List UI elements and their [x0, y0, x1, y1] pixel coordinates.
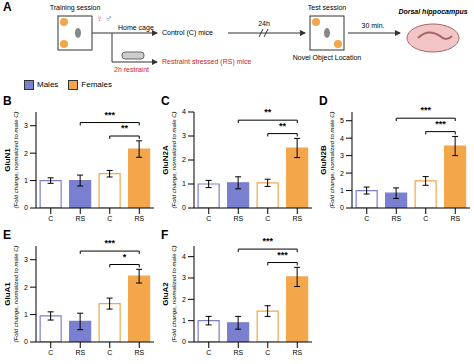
- svg-text:Control (C) mice: Control (C) mice: [162, 29, 213, 37]
- svg-text:(Fold change, normalized to ma: (Fold change, normalized to male C): [13, 245, 19, 342]
- svg-text:E: E: [3, 228, 11, 242]
- svg-text:3: 3: [182, 274, 186, 281]
- svg-text:***: ***: [104, 238, 115, 248]
- svg-text:***: ***: [104, 110, 115, 120]
- svg-text:RS: RS: [75, 215, 85, 222]
- svg-text:5: 5: [340, 117, 344, 124]
- svg-text:0: 0: [24, 338, 28, 345]
- svg-text:(Fold change, normalized to ma: (Fold change, normalized to male C): [329, 111, 335, 208]
- svg-text:4: 4: [182, 108, 186, 115]
- svg-text:RS: RS: [75, 349, 85, 356]
- svg-text:4: 4: [340, 135, 344, 142]
- svg-text:RS: RS: [450, 215, 460, 222]
- svg-text:C: C: [423, 215, 428, 222]
- svg-text:3: 3: [340, 152, 344, 159]
- svg-text:C: C: [107, 215, 112, 222]
- svg-text:RS: RS: [134, 349, 144, 356]
- svg-text:(Fold change, normalized to ma: (Fold change, normalized to male C): [13, 111, 19, 208]
- svg-text:Dorsal hippocampus: Dorsal hippocampus: [398, 8, 467, 16]
- svg-text:3: 3: [24, 122, 28, 129]
- svg-text:***: ***: [420, 105, 431, 115]
- svg-text:♂: ♂: [105, 13, 113, 24]
- svg-text:***: ***: [435, 119, 446, 129]
- svg-text:2: 2: [182, 296, 186, 303]
- svg-text:**: **: [121, 123, 129, 133]
- svg-text:C: C: [206, 349, 211, 356]
- svg-text:Home cage: Home cage: [118, 24, 154, 32]
- svg-text:GluA2: GluA2: [161, 282, 170, 306]
- svg-text:2: 2: [182, 156, 186, 163]
- svg-text:24h: 24h: [258, 20, 270, 27]
- svg-text:C: C: [265, 215, 270, 222]
- svg-text:1: 1: [182, 317, 186, 324]
- svg-text:(Fold change, normalized to ma: (Fold change, normalized to male C): [171, 245, 177, 342]
- svg-text:Restraint stressed (RS) mice: Restraint stressed (RS) mice: [162, 58, 252, 66]
- svg-text:B: B: [3, 94, 12, 108]
- svg-text:C: C: [107, 349, 112, 356]
- svg-text:C: C: [161, 94, 170, 108]
- svg-text:1: 1: [24, 177, 28, 184]
- svg-text:0: 0: [182, 338, 186, 345]
- svg-text:C: C: [48, 349, 53, 356]
- svg-text:0: 0: [24, 204, 28, 211]
- svg-text:Test session: Test session: [308, 4, 347, 11]
- svg-text:F: F: [161, 228, 168, 242]
- svg-text:**: **: [279, 121, 287, 131]
- svg-text:RS: RS: [233, 215, 243, 222]
- svg-text:GluN2B: GluN2B: [319, 145, 328, 175]
- svg-text:*: *: [123, 252, 127, 262]
- svg-text:2: 2: [24, 150, 28, 157]
- svg-text:1: 1: [182, 180, 186, 187]
- svg-text:0: 0: [182, 204, 186, 211]
- svg-text:2h restraint: 2h restraint: [114, 66, 149, 73]
- svg-text:2: 2: [340, 170, 344, 177]
- svg-text:Novel Object Location: Novel Object Location: [293, 54, 362, 62]
- svg-text:C: C: [265, 349, 270, 356]
- svg-text:30 min.: 30 min.: [362, 22, 385, 29]
- svg-text:RS: RS: [292, 215, 302, 222]
- svg-text:C: C: [364, 215, 369, 222]
- svg-text:GluN2A: GluN2A: [161, 145, 170, 175]
- svg-text:***: ***: [277, 250, 288, 260]
- svg-text:C: C: [206, 215, 211, 222]
- svg-text:0: 0: [340, 204, 344, 211]
- svg-text:RS: RS: [292, 349, 302, 356]
- svg-text:A: A: [3, 0, 12, 14]
- svg-text:(Fold change, normalized to ma: (Fold change, normalized to male C): [171, 111, 177, 208]
- svg-text:C: C: [48, 215, 53, 222]
- svg-text:RS: RS: [134, 215, 144, 222]
- svg-text:***: ***: [262, 236, 273, 246]
- svg-text:RS: RS: [391, 215, 401, 222]
- svg-text:4: 4: [182, 253, 186, 260]
- svg-text:2: 2: [24, 284, 28, 291]
- svg-text:1: 1: [340, 187, 344, 194]
- svg-text:GluN1: GluN1: [3, 148, 12, 172]
- svg-text:♀: ♀: [96, 13, 104, 24]
- svg-text:3: 3: [24, 256, 28, 263]
- svg-text:GluA1: GluA1: [3, 282, 12, 306]
- html-text:Females: Females: [81, 80, 112, 89]
- svg-text:1: 1: [24, 311, 28, 318]
- svg-text:**: **: [264, 107, 272, 117]
- svg-text:Training session: Training session: [50, 4, 101, 12]
- svg-text:D: D: [319, 94, 328, 108]
- html-text:Males: Males: [37, 80, 59, 89]
- svg-text:RS: RS: [233, 349, 243, 356]
- svg-text:3: 3: [182, 132, 186, 139]
